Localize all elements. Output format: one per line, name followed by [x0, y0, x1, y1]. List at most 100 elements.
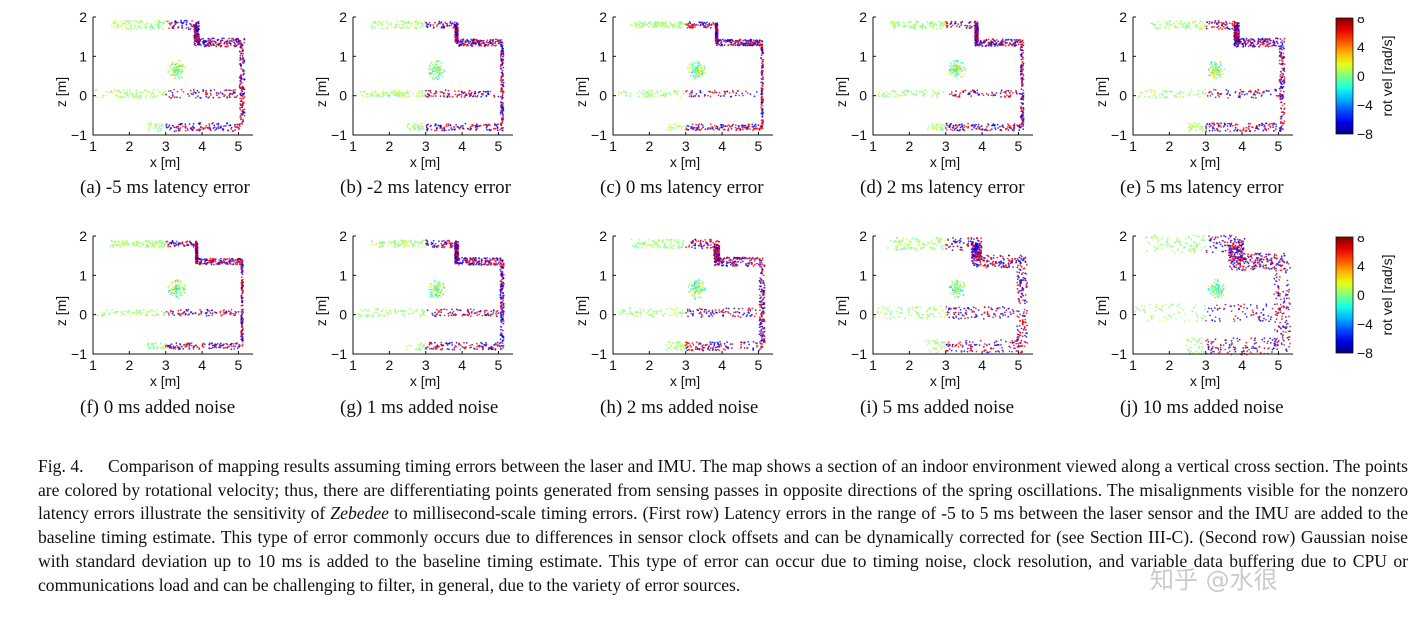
scatter-point — [914, 94, 917, 97]
scatter-point — [213, 126, 216, 129]
scatter-point — [955, 64, 957, 67]
scatter-point — [493, 96, 496, 98]
scatter-point — [176, 74, 178, 76]
scatter-point — [467, 127, 469, 130]
scatter-point — [1254, 94, 1256, 96]
scatter-point — [1022, 51, 1024, 54]
scatter-point — [761, 43, 763, 46]
scatter-point — [1282, 90, 1285, 93]
x-tick-label: 3 — [942, 138, 950, 154]
scatter-point — [240, 87, 243, 90]
scatter-point — [194, 35, 197, 38]
scatter-point — [192, 24, 195, 26]
scatter-point — [433, 93, 435, 95]
scatter-point — [501, 74, 504, 76]
scatter-point — [986, 129, 989, 132]
scatter-point — [208, 123, 211, 125]
scatter-point — [147, 127, 150, 130]
scatter-point — [985, 92, 988, 95]
scatter-point — [481, 39, 483, 42]
scatter-point — [1274, 88, 1276, 91]
scatter-point — [1022, 95, 1025, 97]
scatter-point — [995, 39, 998, 41]
scatter-point — [231, 130, 234, 133]
scatter-point — [479, 40, 482, 43]
scatter-point — [1217, 28, 1220, 30]
scatter-point — [243, 92, 246, 94]
scatter-point — [1206, 123, 1208, 125]
scatter-point — [708, 22, 711, 25]
scatter-point — [691, 67, 693, 70]
scatter-point — [447, 124, 450, 127]
scatter-point — [953, 62, 956, 65]
scatter-point — [760, 72, 763, 75]
scatter-point — [234, 88, 237, 91]
scatter-point — [432, 24, 435, 26]
scatter-point — [893, 25, 895, 27]
scatter-point — [691, 91, 693, 94]
scatter-point — [1278, 48, 1281, 51]
x-tick-label: 1 — [869, 138, 877, 154]
scatter-point — [387, 95, 390, 98]
scatter-point — [956, 77, 959, 79]
scatter-point — [381, 90, 384, 93]
scatter-point — [238, 85, 241, 87]
scatter-point — [386, 93, 388, 96]
scatter-point — [149, 28, 152, 30]
scatter-point — [690, 71, 693, 74]
scatter-point — [213, 88, 216, 91]
scatter-point — [1007, 90, 1010, 92]
scatter-point — [1138, 95, 1141, 98]
scatter-point — [168, 27, 170, 30]
scatter-point — [175, 62, 178, 65]
scatter-point — [165, 124, 167, 127]
scatter-point — [1235, 123, 1237, 125]
scatter-point — [1163, 90, 1166, 92]
scatter-point — [500, 98, 503, 101]
x-tick-label: 3 — [422, 138, 430, 154]
scatter-point — [1218, 95, 1221, 98]
scatter-point — [207, 97, 210, 99]
scatter-point — [413, 20, 416, 23]
scatter-point — [378, 20, 380, 23]
scatter-point — [690, 26, 693, 29]
scatter-point — [413, 24, 415, 27]
y-axis-label: z [m] — [573, 77, 589, 107]
scatter-point — [761, 121, 763, 124]
scatter-point — [697, 66, 699, 68]
scatter-point — [96, 88, 98, 91]
scatter-point — [933, 92, 936, 94]
scatter-point — [1229, 94, 1231, 97]
scatter-point — [111, 91, 113, 94]
scatter-point — [694, 76, 697, 78]
scatter-point — [242, 113, 244, 116]
scatter-point — [1179, 20, 1182, 23]
scatter-point — [205, 89, 208, 92]
scatter-point — [483, 43, 486, 46]
scatter-point — [956, 67, 959, 69]
scatter-point — [500, 43, 502, 46]
scatter-point — [497, 95, 500, 98]
scatter-point — [618, 91, 620, 94]
scatter-point — [486, 39, 489, 42]
scatter-point — [669, 129, 672, 131]
scatter-point — [459, 42, 462, 45]
scatter-point — [761, 76, 764, 78]
scatter-point — [395, 94, 398, 96]
scatter-point — [704, 72, 706, 74]
scatter-point — [151, 92, 153, 94]
scatter-point — [180, 71, 183, 73]
scatter-point — [744, 43, 746, 46]
scatter-point — [240, 118, 242, 121]
scatter-point — [742, 43, 745, 45]
scatter-point — [664, 23, 667, 26]
scatter-point — [241, 54, 244, 57]
scatter-point — [1193, 94, 1195, 96]
scatter-point — [946, 26, 949, 29]
scatter-point — [487, 90, 489, 93]
y-tick-label: 2 — [339, 9, 347, 25]
scatter-point — [242, 86, 245, 89]
scatter-point — [1020, 70, 1022, 73]
scatter-point — [1004, 96, 1007, 99]
scatter-point — [501, 94, 504, 97]
